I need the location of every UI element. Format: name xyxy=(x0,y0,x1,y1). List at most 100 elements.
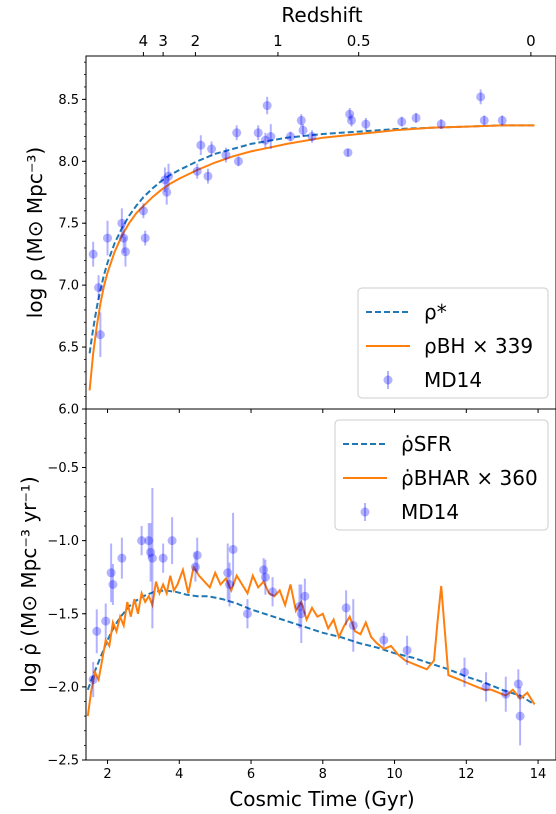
md14-point xyxy=(138,206,148,216)
x-tick-label: 8 xyxy=(319,767,327,782)
md14-point xyxy=(108,580,118,589)
md14-point xyxy=(203,171,213,181)
legend-box xyxy=(357,287,549,399)
md14-point xyxy=(192,166,202,176)
md14-point xyxy=(402,645,412,655)
md14-point xyxy=(411,113,421,123)
top-panel: 6.0 6.5 7.0 7.5 8.0 8.5 log ρ (M⊙ Mpc⁻³) ρ* ρBH … xyxy=(23,55,556,418)
md14-point xyxy=(348,620,358,630)
md14-point xyxy=(221,150,231,160)
y-tick-label: −1.5 xyxy=(47,607,79,622)
x-axis-title: Cosmic Time (Gyr) xyxy=(229,787,414,811)
y-tick-label: 7.0 xyxy=(58,279,79,294)
y-tick-label: −2.5 xyxy=(47,754,79,769)
md14-point xyxy=(137,536,147,546)
md14-point xyxy=(343,148,353,158)
redshift-axis-title: Redshift xyxy=(281,3,362,27)
x-tick-label: 10 xyxy=(386,767,403,782)
md14-point xyxy=(379,635,389,645)
md14-point xyxy=(300,591,310,601)
series-2 xyxy=(88,487,525,746)
md14-point xyxy=(147,553,157,563)
md14-point xyxy=(260,135,270,145)
md14-point xyxy=(106,568,116,578)
md14-point xyxy=(232,128,242,138)
series-0 xyxy=(86,589,536,706)
md14-point xyxy=(460,667,470,677)
series-1 xyxy=(88,124,535,391)
md14-point xyxy=(207,144,217,154)
md14-point xyxy=(260,572,270,582)
md14-point xyxy=(196,140,206,150)
md14-point xyxy=(346,115,356,125)
md14-point xyxy=(515,711,525,721)
md14-point xyxy=(268,587,278,597)
md14-point xyxy=(341,603,351,613)
md14-point xyxy=(101,616,111,626)
md14-point xyxy=(345,109,355,119)
md14-point xyxy=(140,233,150,243)
md14-point xyxy=(497,115,507,125)
md14-point xyxy=(259,565,269,575)
y-axis-title: log ρ̇ (M⊙ Mpc⁻³ yr⁻¹) xyxy=(17,476,41,692)
redshift-tick-label: 0.5 xyxy=(347,32,371,50)
x-tick-label: 12 xyxy=(458,767,475,782)
legend-point-swatch xyxy=(360,507,370,517)
y-tick-label: 6.5 xyxy=(58,341,79,356)
y-tick-label: −2.0 xyxy=(47,680,79,695)
y-tick-label: 6.0 xyxy=(58,403,79,418)
md14-point xyxy=(436,119,446,129)
md14-point xyxy=(190,562,200,572)
dashed-model-line xyxy=(86,589,536,706)
legend-label: MD14 xyxy=(424,368,482,392)
md14-point xyxy=(262,101,272,111)
redshift-tick-label: 4 xyxy=(139,32,149,50)
md14-point xyxy=(476,92,486,102)
legend-label: ρ̇SFR xyxy=(401,432,452,456)
md14-point xyxy=(266,132,276,142)
md14-point xyxy=(225,580,235,589)
md14-point xyxy=(144,536,154,546)
md14-point xyxy=(120,247,130,257)
md14-point xyxy=(92,626,102,636)
md14-point xyxy=(479,115,489,125)
y-tick-label: 8.5 xyxy=(58,93,79,108)
md14-point xyxy=(94,283,104,293)
md14-point xyxy=(501,689,511,699)
legend-label: ρ* xyxy=(424,300,447,324)
bottom-panel: −2.5 −2.0 −1.5 −1.0 −0.5 log ρ̇ (M⊙ Mpc⁻³ yr⁻… xyxy=(17,408,556,782)
legend-box xyxy=(334,419,549,531)
dashed-model-line xyxy=(88,124,535,354)
legend-point-swatch xyxy=(383,375,393,385)
x-tick-label: 6 xyxy=(247,767,255,782)
md14-point xyxy=(253,128,263,138)
legend-label: ρBH × 339 xyxy=(424,334,533,358)
md14-point xyxy=(164,171,174,181)
md14-point xyxy=(481,682,491,692)
md14-point xyxy=(160,175,170,185)
legend-label: MD14 xyxy=(401,500,459,524)
y-axis-title: log ρ (M⊙ Mpc⁻³) xyxy=(23,147,47,318)
series-1 xyxy=(86,564,536,717)
md14-point xyxy=(307,132,317,142)
x-tick-label: 14 xyxy=(530,767,547,782)
y-tick-label: −0.5 xyxy=(47,461,79,476)
md14-point xyxy=(117,553,127,563)
redshift-tick-label: 3 xyxy=(158,32,168,50)
redshift-tick-label: 2 xyxy=(191,32,201,50)
md14-point xyxy=(397,117,407,127)
md14-point xyxy=(361,119,371,129)
md14-point xyxy=(167,536,177,546)
md14-point xyxy=(117,218,127,228)
md14-point xyxy=(146,547,156,557)
md14-point xyxy=(294,601,304,611)
md14-point xyxy=(88,249,98,259)
y-tick-label: 7.5 xyxy=(58,217,79,232)
md14-point xyxy=(233,156,243,166)
legend-label: ρ̇BHAR × 360 xyxy=(401,466,538,490)
md14-point xyxy=(296,115,306,125)
x-tick-label: 2 xyxy=(103,767,111,782)
solid-model-line xyxy=(86,564,536,717)
x-tick-label: 4 xyxy=(175,767,183,782)
md14-point xyxy=(103,233,113,243)
